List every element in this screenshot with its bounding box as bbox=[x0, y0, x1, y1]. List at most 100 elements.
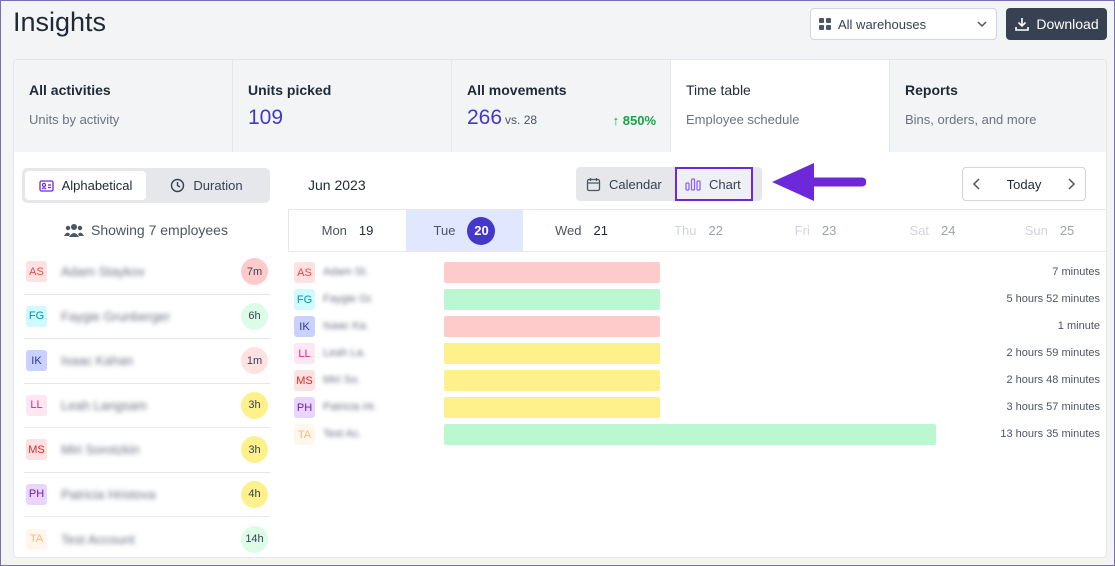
day-column-wed[interactable]: Wed 21 bbox=[523, 210, 640, 251]
duration-bar[interactable] bbox=[444, 316, 660, 337]
chart-row: AS Adam St. 7 minutes bbox=[294, 259, 1104, 286]
grid-icon bbox=[819, 18, 831, 30]
chart-row: LL Leah La. 2 hours 59 minutes bbox=[294, 340, 1104, 367]
duration-bar[interactable] bbox=[444, 397, 660, 418]
tab-subtitle: Employee schedule bbox=[686, 112, 800, 127]
sort-alphabetical-button[interactable]: Alphabetical bbox=[25, 171, 146, 200]
avatar: IK bbox=[294, 316, 315, 337]
duration-bar[interactable] bbox=[444, 262, 660, 283]
duration-badge: 1m bbox=[241, 347, 268, 375]
avatar: PH bbox=[26, 483, 47, 505]
showing-count: Showing 7 employees bbox=[22, 222, 270, 238]
warehouse-select[interactable]: All warehouses bbox=[810, 8, 997, 40]
tab-units-picked[interactable]: Units picked 109 bbox=[233, 60, 452, 152]
chart-view-button[interactable]: Chart bbox=[675, 167, 753, 201]
clock-icon bbox=[171, 178, 185, 193]
day-column-tue[interactable]: Tue 20 bbox=[406, 210, 523, 251]
duration-label: 7 minutes bbox=[1052, 266, 1100, 278]
employee-short-name: Test Ac. bbox=[323, 428, 362, 440]
download-button[interactable]: Download bbox=[1006, 8, 1107, 40]
tab-reports[interactable]: Reports Bins, orders, and more bbox=[890, 60, 1106, 152]
employee-short-name: Isaac Ka. bbox=[323, 320, 369, 332]
day-column-fri[interactable]: Fri 23 bbox=[757, 210, 874, 251]
duration-bar[interactable] bbox=[444, 370, 660, 391]
sort-duration-button[interactable]: Duration bbox=[146, 171, 267, 200]
day-number: 23 bbox=[821, 223, 837, 238]
tab-title: Reports bbox=[905, 82, 958, 98]
download-label: Download bbox=[1036, 16, 1099, 32]
duration-badge: 6h bbox=[241, 302, 268, 330]
day-column-mon[interactable]: Mon 19 bbox=[289, 210, 406, 251]
day-column-thu[interactable]: Thu 22 bbox=[640, 210, 757, 251]
tab-subtitle: Units by activity bbox=[29, 112, 120, 127]
chevron-left-icon[interactable] bbox=[971, 177, 983, 191]
duration-badge: 7m bbox=[241, 258, 268, 286]
duration-label: 3 hours 57 minutes bbox=[1006, 401, 1100, 413]
day-number: 21 bbox=[593, 223, 608, 238]
employee-name: Adam Staykov bbox=[61, 264, 145, 280]
employee-row[interactable]: TA Test Account 14h bbox=[24, 517, 270, 557]
employee-name: Faygie Grunberger bbox=[61, 308, 171, 324]
movements-compare: vs. 28 bbox=[505, 113, 538, 127]
day-column-sun[interactable]: Sun 25 bbox=[991, 210, 1106, 251]
day-name: Sun bbox=[1024, 223, 1048, 238]
tab-title: Units picked bbox=[248, 82, 332, 98]
calendar-view-label: Calendar bbox=[609, 176, 662, 192]
day-name: Mon bbox=[321, 223, 347, 238]
avatar: LL bbox=[294, 343, 315, 364]
duration-bar[interactable] bbox=[444, 424, 936, 445]
employee-row[interactable]: FG Faygie Grunberger 6h bbox=[24, 295, 270, 339]
page-title: Insights bbox=[13, 7, 107, 37]
tab-time-table[interactable]: Time table Employee schedule bbox=[671, 60, 890, 153]
tab-all-movements[interactable]: All movements 266 vs. 28 ↑ 850% bbox=[452, 60, 671, 152]
employee-name: Test Account bbox=[61, 531, 135, 547]
employee-short-name: Adam St. bbox=[323, 266, 369, 278]
chart-row: IK Isaac Ka. 1 minute bbox=[294, 313, 1104, 340]
employee-short-name: Leah La. bbox=[323, 347, 366, 359]
growth-badge: ↑ 850% bbox=[613, 113, 656, 128]
warehouse-select-label: All warehouses bbox=[838, 16, 927, 32]
bar-chart-icon bbox=[685, 178, 701, 191]
avatar: AS bbox=[26, 261, 47, 283]
avatar: MS bbox=[294, 370, 315, 391]
day-name: Wed bbox=[555, 223, 582, 238]
employee-row[interactable]: AS Adam Staykov 7m bbox=[24, 250, 270, 295]
employee-row[interactable]: PH Patricia Hristova 4h bbox=[24, 473, 270, 517]
insights-card: All activities Units by activity Units p… bbox=[13, 59, 1107, 558]
employee-row[interactable]: IK Isaac Kahan 1m bbox=[24, 339, 270, 384]
tab-value: 109 bbox=[248, 106, 284, 129]
employee-name: Miri Sorotzkin bbox=[61, 442, 140, 458]
duration-label: 2 hours 48 minutes bbox=[1006, 374, 1100, 386]
tab-subtitle: Bins, orders, and more bbox=[905, 112, 1037, 127]
employee-name: Isaac Kahan bbox=[61, 353, 134, 369]
tab-all-activities[interactable]: All activities Units by activity bbox=[14, 60, 233, 152]
avatar: TA bbox=[26, 528, 47, 550]
chevron-right-icon[interactable] bbox=[1065, 177, 1077, 191]
growth-value: 850% bbox=[622, 113, 656, 128]
tab-title: All movements bbox=[467, 82, 567, 98]
employee-name: Leah Langsam bbox=[61, 397, 148, 413]
calendar-icon bbox=[586, 177, 601, 191]
duration-bar[interactable] bbox=[444, 289, 660, 310]
employee-list: AS Adam Staykov 7m FG Faygie Grunberger 6h IK I… bbox=[24, 250, 270, 557]
duration-badge: 3h bbox=[241, 436, 268, 464]
avatar: FG bbox=[294, 289, 315, 310]
avatar: AS bbox=[294, 262, 315, 283]
employee-row[interactable]: MS Miri Sorotzkin 3h bbox=[24, 428, 270, 473]
chart-view-label: Chart bbox=[709, 176, 741, 192]
day-column-sat[interactable]: Sat 24 bbox=[874, 210, 991, 251]
day-name: Thu bbox=[674, 223, 697, 238]
avatar: FG bbox=[26, 305, 47, 327]
day-name: Fri bbox=[794, 223, 810, 238]
users-icon bbox=[64, 224, 84, 237]
day-name: Tue bbox=[433, 223, 456, 238]
calendar-view-button[interactable]: Calendar bbox=[586, 167, 662, 201]
chart-row: MS Miri So. 2 hours 48 minutes bbox=[294, 367, 1104, 394]
day-number: 22 bbox=[708, 223, 723, 238]
duration-bar[interactable] bbox=[444, 343, 660, 364]
duration-label: 5 hours 52 minutes bbox=[1006, 293, 1100, 305]
employee-row[interactable]: LL Leah Langsam 3h bbox=[24, 384, 270, 428]
today-button[interactable]: Today bbox=[1006, 176, 1042, 192]
tab-title: Time table bbox=[686, 82, 751, 98]
duration-badge: 3h bbox=[241, 391, 268, 419]
